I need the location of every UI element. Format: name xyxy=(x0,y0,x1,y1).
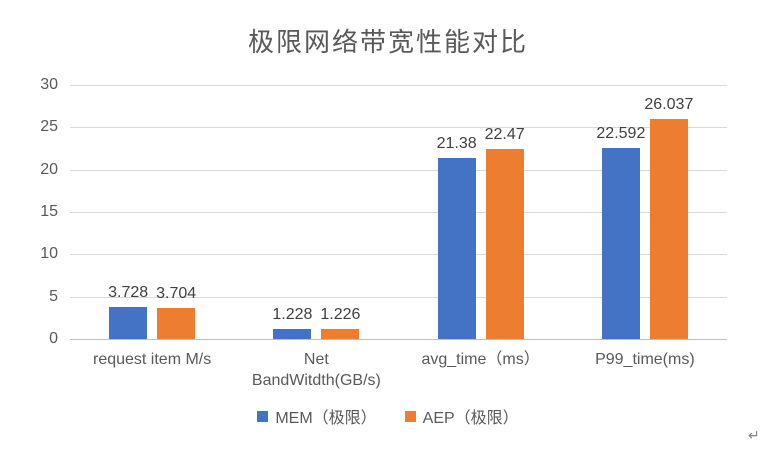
paragraph-return-icon: ↵ xyxy=(748,427,760,443)
y-axis: 0 5 10 15 20 25 30 xyxy=(0,76,58,347)
legend-label-0: MEM（极限） xyxy=(275,410,377,427)
bar-series1-cat3: 26.037 xyxy=(644,96,693,339)
plot-area: 3.728 3.704 1.228 1.226 21.38 22.47 22.592 26.0… xyxy=(70,85,727,340)
legend-label-1: AEP（极限） xyxy=(422,410,519,427)
y-tick-label-20: 20 xyxy=(40,160,58,178)
bar-series1-cat1: 1.226 xyxy=(320,306,360,339)
data-label-series0-cat3: 22.592 xyxy=(596,124,646,142)
bar-series1-cat2: 22.47 xyxy=(485,126,525,339)
gridline-y5 xyxy=(70,296,727,298)
y-tick-label-15: 15 xyxy=(40,203,58,220)
x-category-label-3: P99_time(ms) xyxy=(595,351,695,368)
legend-item-0: MEM（极限） xyxy=(257,404,377,428)
data-label-series0-cat1: 1.228 xyxy=(272,305,313,323)
gridline-y30 xyxy=(70,85,727,86)
y-tick-label-25: 25 xyxy=(40,118,58,136)
legend-swatch-icon xyxy=(257,410,269,422)
bar-series0-cat3: 22.592 xyxy=(596,125,645,339)
x-axis: request item M/s Net BandWitdth(GB/s) avg_… xyxy=(70,349,727,391)
legend-swatch-icon xyxy=(404,410,416,422)
y-tick-label-0: 0 xyxy=(49,330,58,347)
bar-group-0: 3.728 3.704 xyxy=(70,85,234,339)
bar-group-3: 22.592 26.037 xyxy=(563,85,727,339)
gridline-y10 xyxy=(70,254,727,256)
bar-group-1: 1.228 1.226 xyxy=(234,85,398,339)
gridline-y15 xyxy=(70,212,727,213)
bar-series0-cat0: 3.728 xyxy=(108,284,148,339)
bar-series1-cat0: 3.704 xyxy=(156,285,196,339)
gridline-y0 xyxy=(70,339,727,340)
bar-series0-cat1: 1.228 xyxy=(272,306,312,339)
chart-title: 极限网络带宽性能对比 xyxy=(247,27,528,57)
bar-series0-cat2: 21.38 xyxy=(437,135,477,339)
x-category-label-2: avg_time（ms） xyxy=(421,351,540,368)
x-category-label-0: request item M/s xyxy=(92,351,212,368)
x-category-label-1: Net BandWitdth(GB/s) xyxy=(251,351,381,389)
bar-group-2: 21.38 22.47 xyxy=(399,85,563,339)
data-label-series0-cat2: 21.38 xyxy=(436,135,477,152)
legend-item-1: AEP（极限） xyxy=(404,404,519,428)
y-tick-label-5: 5 xyxy=(49,287,58,305)
y-tick-label-10: 10 xyxy=(40,245,58,263)
y-tick-label-30: 30 xyxy=(40,76,58,93)
legend: MEM（极限） AEP（极限） xyxy=(0,404,776,428)
gridline-y20 xyxy=(70,169,727,171)
gridline-y25 xyxy=(70,127,727,129)
data-label-series1-cat0: 3.704 xyxy=(156,284,197,302)
data-label-series1-cat3: 26.037 xyxy=(644,95,694,113)
data-label-series1-cat1: 1.226 xyxy=(320,305,361,323)
data-label-series1-cat2: 22.47 xyxy=(484,125,525,143)
data-label-series0-cat0: 3.728 xyxy=(108,284,149,302)
